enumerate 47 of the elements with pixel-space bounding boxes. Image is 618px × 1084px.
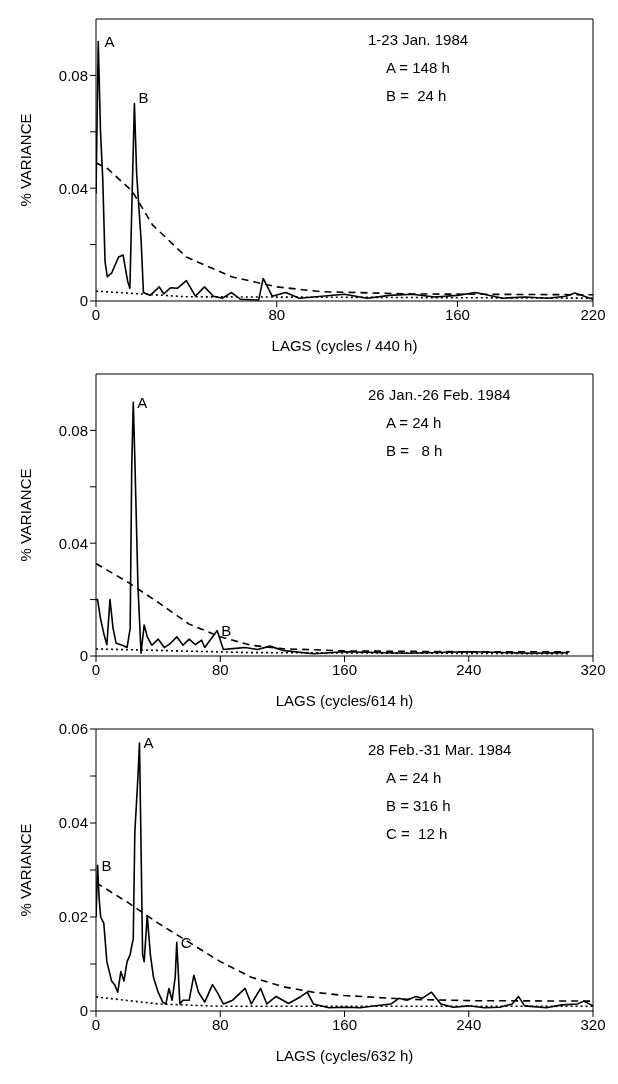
- annotation: 26 Jan.-26 Feb. 1984: [368, 385, 511, 405]
- annotation: A: [137, 393, 148, 411]
- annotation: B = 24 h: [385, 86, 448, 106]
- y-axis-title: % VARIANCE: [17, 113, 35, 207]
- x-tick-label: 320: [580, 1015, 606, 1033]
- y-axis-title: % VARIANCE: [17, 823, 35, 917]
- y-axis-title: % VARIANCE: [17, 468, 35, 562]
- y-tick-label: 0: [79, 292, 88, 310]
- y-tick-label: 0.08: [58, 66, 88, 84]
- x-axis-title: LAGS (cycles / 440 h): [271, 337, 418, 354]
- y-tick-label: 0: [79, 1002, 88, 1020]
- annotation: B: [101, 856, 112, 874]
- x-tick-label: 0: [91, 660, 101, 678]
- x-tick-label: 160: [444, 305, 470, 323]
- annotation: 28 Feb.-31 Mar. 1984: [368, 740, 512, 760]
- x-tick-label: 80: [211, 1015, 229, 1033]
- x-tick-label: 160: [331, 1015, 358, 1033]
- x-tick-label: 220: [580, 305, 606, 323]
- annotation: A = 148 h: [385, 58, 451, 78]
- annotation: B: [221, 621, 232, 639]
- y-tick-label: 0.04: [58, 534, 88, 552]
- x-tick-label: 0: [91, 1015, 101, 1033]
- x-tick-label: 320: [580, 660, 606, 678]
- annotation: A = 24 h: [385, 413, 443, 433]
- annotation: C = 12 h: [385, 824, 449, 844]
- x-tick-label: 160: [331, 660, 358, 678]
- annotation: 1-23 Jan. 1984: [368, 30, 469, 50]
- x-tick-label: 240: [456, 660, 482, 678]
- x-tick-label: 0: [91, 305, 101, 323]
- x-axis-title: LAGS (cycles/614 h): [275, 692, 414, 709]
- y-tick-label: 0.04: [58, 179, 88, 197]
- annotation: B: [138, 89, 149, 107]
- x-tick-label: 80: [211, 660, 229, 678]
- y-tick-label: 0.04: [58, 814, 88, 832]
- annotation: A = 24 h: [385, 768, 443, 788]
- x-tick-label: 240: [456, 1015, 482, 1033]
- y-tick-label: 0.08: [58, 421, 88, 439]
- x-tick-label: 80: [268, 305, 286, 323]
- annotation: C: [180, 933, 192, 951]
- y-tick-label: 0: [79, 647, 88, 665]
- x-axis-title: LAGS (cycles/632 h): [275, 1047, 414, 1064]
- y-tick-label: 0.06: [58, 720, 88, 738]
- annotation: B = 8 h: [385, 441, 444, 461]
- annotation: A: [143, 734, 154, 752]
- annotation: B = 316 h: [385, 796, 452, 816]
- annotation: A: [104, 32, 115, 50]
- y-tick-label: 0.02: [58, 908, 88, 926]
